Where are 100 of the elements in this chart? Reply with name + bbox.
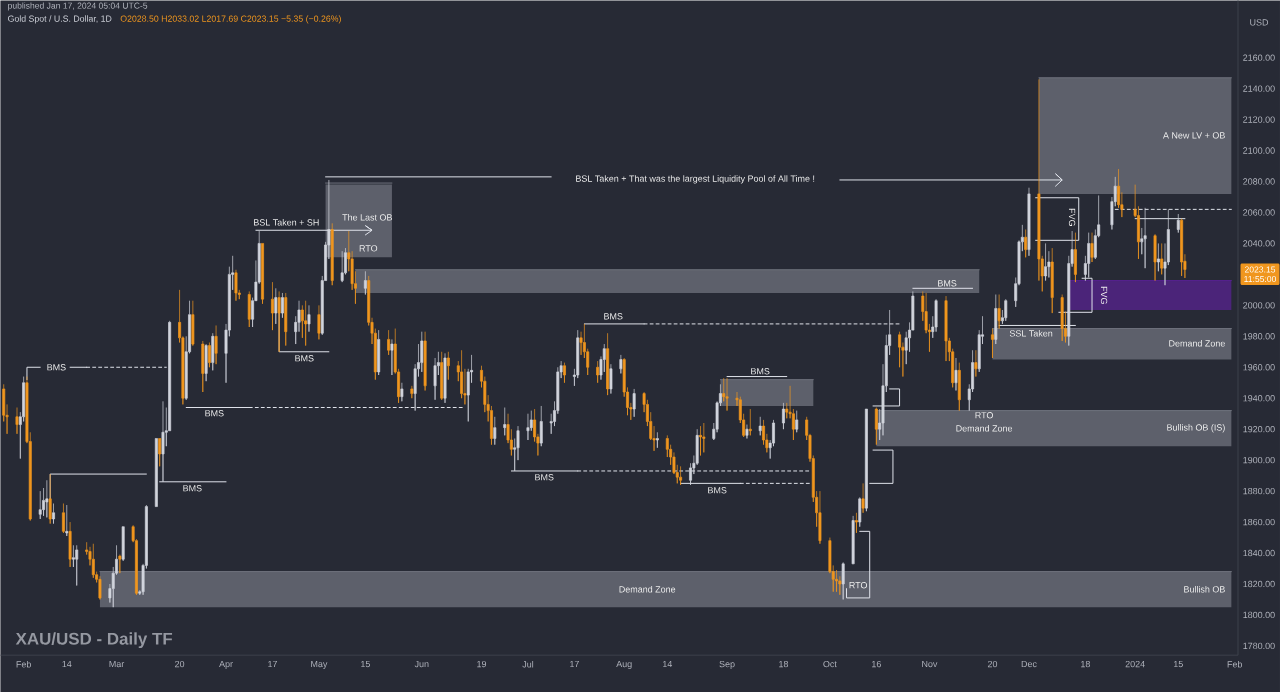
- candlestick: [387, 329, 391, 356]
- candlestick: [1087, 232, 1091, 278]
- candlestick: [974, 349, 978, 377]
- x-tick-label: 14: [62, 660, 72, 667]
- candlestick: [493, 416, 497, 445]
- x-tick-label: 18: [1081, 660, 1090, 668]
- candlestick: [91, 543, 95, 579]
- candlestick: [997, 294, 1001, 329]
- candlestick: [284, 292, 288, 346]
- candlestick: [619, 354, 623, 374]
- annotation: BMS: [535, 473, 554, 481]
- candlestick: [446, 351, 450, 380]
- candlestick: [758, 416, 762, 436]
- x-tick-label: 19: [477, 660, 487, 668]
- y-tick-label: 2160.00: [1243, 54, 1275, 61]
- x-tick-label: Jun: [414, 660, 429, 668]
- x-tick-label: 17: [268, 660, 278, 667]
- candlestick: [52, 503, 55, 524]
- text: XAU/USD - Daily TF: [15, 632, 173, 648]
- y-tick-label: 2140.00: [1243, 85, 1275, 92]
- candlestick: [234, 269, 238, 301]
- candlestick: [748, 408, 752, 436]
- candlestick: [443, 352, 447, 404]
- candlestick: [1050, 247, 1054, 314]
- candlestick: [957, 362, 961, 411]
- candlestick: [503, 407, 507, 436]
- candlestick: [214, 325, 218, 365]
- x-tick-label: 14: [663, 660, 673, 667]
- candlestick: [363, 270, 367, 295]
- x-tick-label: Apr: [219, 660, 233, 669]
- y-tick-label: 1780.00: [1243, 642, 1275, 649]
- x-tick-label: 17: [570, 660, 579, 667]
- candlestick: [423, 331, 427, 391]
- annotation: BSL Taken + That was the largest Liquidity Pool of All Time !: [576, 175, 815, 184]
- y-tick-label: 2080.00: [1243, 178, 1275, 185]
- x-tick-label: 15: [361, 660, 370, 668]
- annotation: BMS: [751, 368, 770, 375]
- y-tick-label: 1940.00: [1243, 394, 1275, 402]
- y-tick-label: 1960.00: [1243, 364, 1275, 371]
- candlestick: [795, 410, 799, 433]
- candlestick: [75, 544, 79, 586]
- candlestick: [277, 290, 281, 353]
- x-tick-label: Nov: [922, 660, 938, 668]
- annotation: A New LV + OB: [1162, 132, 1225, 139]
- candlestick: [340, 250, 344, 283]
- candlestick: [48, 473, 52, 524]
- candlestick: [440, 351, 444, 401]
- candlestick: [699, 425, 702, 456]
- annotation: BMS: [183, 484, 202, 492]
- candlestick: [274, 287, 278, 325]
- annotation: O2028.50 H2033.02 L2017.69 C2023.15 −5.35 (−0.26%): [120, 15, 341, 24]
- candlestick: [702, 422, 706, 453]
- candlestick: [271, 281, 274, 331]
- candlestick: [1160, 243, 1164, 275]
- x-tick-label: 16: [872, 660, 881, 668]
- annotation: BMS: [47, 364, 66, 371]
- text: 11:55:00: [1244, 275, 1277, 282]
- x-tick-label: May: [311, 660, 328, 669]
- y-tick-label: 1840.00: [1243, 549, 1275, 557]
- candlestick: [679, 465, 683, 486]
- candlestick: [526, 413, 530, 441]
- candlestick: [201, 340, 205, 393]
- y-tick-label: 2120.00: [1243, 116, 1275, 123]
- candlestick: [835, 569, 838, 592]
- candlestick: [609, 363, 613, 394]
- candlestick: [45, 479, 49, 518]
- candlestick: [954, 357, 958, 391]
- candlestick: [307, 304, 311, 332]
- candlestick: [606, 332, 610, 396]
- candlestick: [208, 342, 211, 368]
- text: 2023.15: [1244, 266, 1276, 273]
- candlestick: [154, 438, 158, 507]
- y-tick-label: 1980.00: [1243, 333, 1275, 340]
- annotation: published Jan 17, 2024 05:04 UTC-5: [8, 2, 148, 11]
- candlestick: [204, 343, 208, 382]
- annotation: RTO: [975, 412, 993, 419]
- candlestick: [317, 304, 321, 340]
- candlestick: [330, 222, 334, 286]
- candlestick: [420, 331, 424, 373]
- candlestick: [1027, 187, 1031, 257]
- annotation: FVG: [1100, 286, 1108, 304]
- annotation: Demand Zone: [1169, 339, 1225, 347]
- y-tick-label: 2100.00: [1243, 147, 1275, 154]
- annotation: BMS: [205, 410, 224, 417]
- x-tick-label: 20: [175, 660, 185, 668]
- annotation: SSL Taken: [1009, 329, 1053, 337]
- text: Gold Spot / U.S. Dollar, 1D: [8, 15, 112, 24]
- candlestick: [596, 360, 600, 384]
- candlestick: [38, 490, 42, 520]
- y-axis-title: USD: [1250, 19, 1269, 26]
- candlestick: [261, 243, 264, 305]
- candlestick: [864, 408, 868, 512]
- candlestick: [858, 496, 862, 527]
- candlestick: [563, 362, 566, 384]
- x-tick-label: 20: [987, 660, 998, 668]
- candlestick: [161, 400, 165, 483]
- y-tick-label: 2000.00: [1243, 302, 1275, 309]
- annotation: BMS: [708, 486, 727, 494]
- candlestick: [62, 503, 65, 534]
- candlestick: [1073, 232, 1077, 283]
